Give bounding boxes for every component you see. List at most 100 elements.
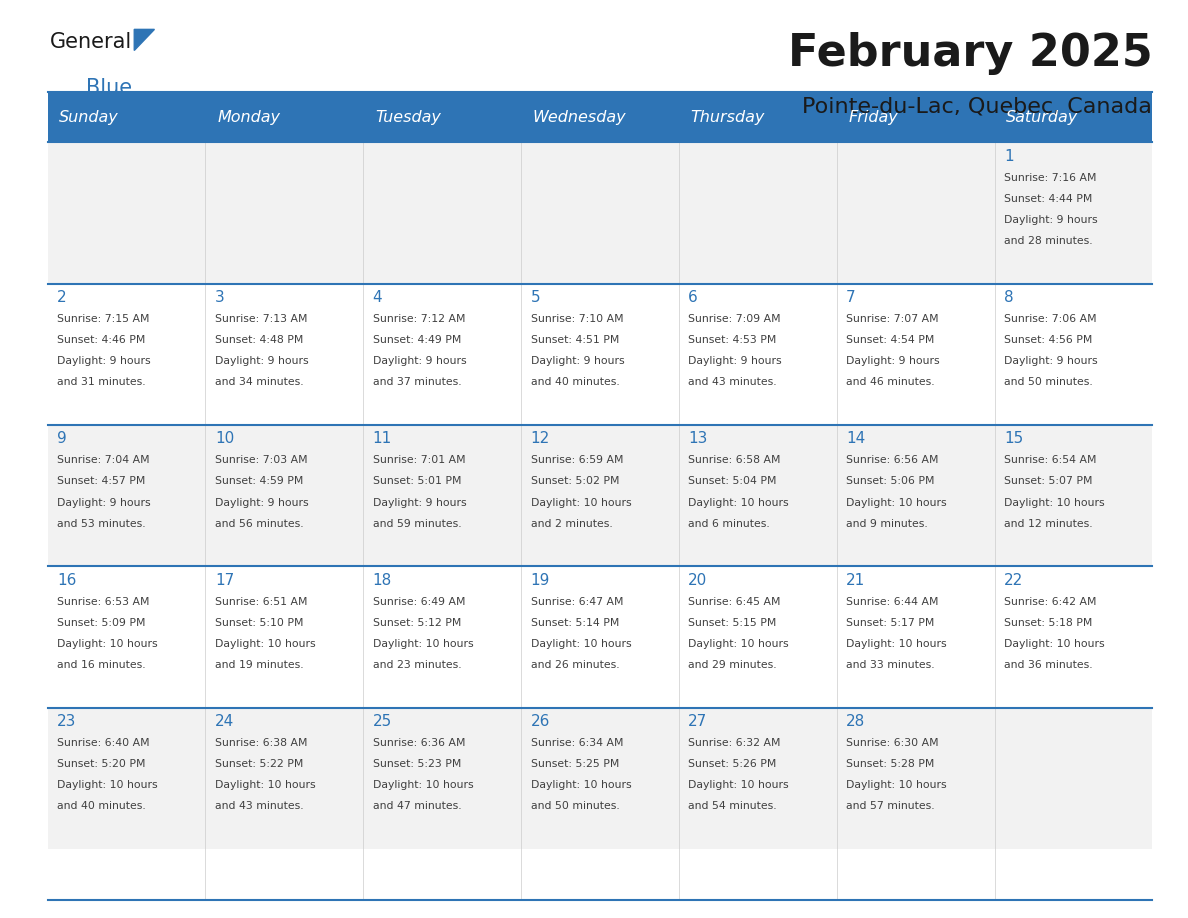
Bar xyxy=(678,92,836,142)
Text: Daylight: 10 hours: Daylight: 10 hours xyxy=(846,498,947,508)
Text: and 31 minutes.: and 31 minutes. xyxy=(57,377,146,387)
Text: Sunset: 5:23 PM: Sunset: 5:23 PM xyxy=(373,759,461,769)
Text: and 16 minutes.: and 16 minutes. xyxy=(57,660,146,670)
Text: Sunrise: 6:30 AM: Sunrise: 6:30 AM xyxy=(846,738,939,748)
Text: 16: 16 xyxy=(57,573,76,588)
Text: Daylight: 10 hours: Daylight: 10 hours xyxy=(846,780,947,790)
Text: 8: 8 xyxy=(1004,290,1013,305)
Text: and 33 minutes.: and 33 minutes. xyxy=(846,660,935,670)
Text: Sunrise: 7:10 AM: Sunrise: 7:10 AM xyxy=(531,314,624,324)
Text: 19: 19 xyxy=(531,573,550,588)
Text: Sunset: 4:59 PM: Sunset: 4:59 PM xyxy=(215,476,303,487)
Text: and 57 minutes.: and 57 minutes. xyxy=(846,801,935,812)
Text: and 59 minutes.: and 59 minutes. xyxy=(373,519,461,529)
Text: Sunrise: 6:42 AM: Sunrise: 6:42 AM xyxy=(1004,597,1097,607)
Text: Daylight: 10 hours: Daylight: 10 hours xyxy=(531,498,631,508)
Text: Daylight: 9 hours: Daylight: 9 hours xyxy=(531,356,624,366)
Text: Sunset: 4:49 PM: Sunset: 4:49 PM xyxy=(373,335,461,345)
Text: 9: 9 xyxy=(57,431,67,446)
Text: and 37 minutes.: and 37 minutes. xyxy=(373,377,461,387)
Text: Sunset: 5:17 PM: Sunset: 5:17 PM xyxy=(846,618,935,628)
Polygon shape xyxy=(134,29,154,50)
Text: Sunset: 5:07 PM: Sunset: 5:07 PM xyxy=(1004,476,1093,487)
Text: Sunset: 4:53 PM: Sunset: 4:53 PM xyxy=(688,335,777,345)
Text: Daylight: 9 hours: Daylight: 9 hours xyxy=(1004,356,1098,366)
Text: and 46 minutes.: and 46 minutes. xyxy=(846,377,935,387)
Text: Friday: Friday xyxy=(848,109,898,125)
Text: 18: 18 xyxy=(373,573,392,588)
Text: Sunset: 5:28 PM: Sunset: 5:28 PM xyxy=(846,759,935,769)
Text: Sunrise: 7:01 AM: Sunrise: 7:01 AM xyxy=(373,455,466,465)
Text: February 2025: February 2025 xyxy=(788,32,1152,75)
Bar xyxy=(994,92,1152,142)
Text: 15: 15 xyxy=(1004,431,1023,446)
Bar xyxy=(48,425,1152,566)
Bar xyxy=(48,92,206,142)
Text: Daylight: 9 hours: Daylight: 9 hours xyxy=(373,498,467,508)
Text: Sunset: 4:46 PM: Sunset: 4:46 PM xyxy=(57,335,145,345)
Text: 10: 10 xyxy=(215,431,234,446)
Text: 27: 27 xyxy=(688,714,708,729)
Text: and 9 minutes.: and 9 minutes. xyxy=(846,519,928,529)
Bar xyxy=(206,92,364,142)
Bar xyxy=(48,566,1152,708)
Text: Sunrise: 6:45 AM: Sunrise: 6:45 AM xyxy=(688,597,781,607)
Bar xyxy=(522,92,678,142)
Bar xyxy=(48,142,1152,284)
Text: 6: 6 xyxy=(688,290,699,305)
Text: Daylight: 10 hours: Daylight: 10 hours xyxy=(688,639,789,649)
Text: Daylight: 9 hours: Daylight: 9 hours xyxy=(846,356,940,366)
Text: 22: 22 xyxy=(1004,573,1023,588)
Text: Sunrise: 7:16 AM: Sunrise: 7:16 AM xyxy=(1004,173,1097,183)
Text: Sunrise: 6:51 AM: Sunrise: 6:51 AM xyxy=(215,597,308,607)
Text: Sunrise: 6:59 AM: Sunrise: 6:59 AM xyxy=(531,455,623,465)
Text: 4: 4 xyxy=(373,290,383,305)
Text: Sunrise: 6:53 AM: Sunrise: 6:53 AM xyxy=(57,597,150,607)
Text: Daylight: 9 hours: Daylight: 9 hours xyxy=(215,356,309,366)
Text: and 28 minutes.: and 28 minutes. xyxy=(1004,236,1093,246)
Text: General: General xyxy=(50,32,132,52)
Text: Daylight: 9 hours: Daylight: 9 hours xyxy=(373,356,467,366)
Bar xyxy=(364,92,522,142)
Text: Sunrise: 7:15 AM: Sunrise: 7:15 AM xyxy=(57,314,150,324)
Text: 12: 12 xyxy=(531,431,550,446)
Text: Sunset: 4:56 PM: Sunset: 4:56 PM xyxy=(1004,335,1093,345)
Text: Thursday: Thursday xyxy=(690,109,765,125)
Text: Sunset: 5:02 PM: Sunset: 5:02 PM xyxy=(531,476,619,487)
Text: Sunrise: 7:13 AM: Sunrise: 7:13 AM xyxy=(215,314,308,324)
Text: Daylight: 10 hours: Daylight: 10 hours xyxy=(531,780,631,790)
Text: Daylight: 10 hours: Daylight: 10 hours xyxy=(1004,639,1105,649)
Text: Sunset: 5:18 PM: Sunset: 5:18 PM xyxy=(1004,618,1093,628)
Text: Sunrise: 6:58 AM: Sunrise: 6:58 AM xyxy=(688,455,781,465)
Text: 28: 28 xyxy=(846,714,865,729)
Text: and 23 minutes.: and 23 minutes. xyxy=(373,660,461,670)
Text: and 26 minutes.: and 26 minutes. xyxy=(531,660,619,670)
Text: Sunset: 5:20 PM: Sunset: 5:20 PM xyxy=(57,759,145,769)
Text: and 50 minutes.: and 50 minutes. xyxy=(531,801,619,812)
Text: Daylight: 10 hours: Daylight: 10 hours xyxy=(57,780,158,790)
Text: 14: 14 xyxy=(846,431,865,446)
Text: Sunset: 5:26 PM: Sunset: 5:26 PM xyxy=(688,759,777,769)
Text: Pointe-du-Lac, Quebec, Canada: Pointe-du-Lac, Quebec, Canada xyxy=(802,96,1152,117)
Text: 23: 23 xyxy=(57,714,76,729)
Text: Daylight: 10 hours: Daylight: 10 hours xyxy=(373,780,473,790)
Text: and 50 minutes.: and 50 minutes. xyxy=(1004,377,1093,387)
Text: Sunset: 5:25 PM: Sunset: 5:25 PM xyxy=(531,759,619,769)
Text: 25: 25 xyxy=(373,714,392,729)
Text: and 34 minutes.: and 34 minutes. xyxy=(215,377,303,387)
Bar xyxy=(48,284,1152,425)
Text: Sunset: 4:54 PM: Sunset: 4:54 PM xyxy=(846,335,935,345)
Text: Sunrise: 6:56 AM: Sunrise: 6:56 AM xyxy=(846,455,939,465)
Text: Sunday: Sunday xyxy=(59,109,119,125)
Text: and 53 minutes.: and 53 minutes. xyxy=(57,519,146,529)
Text: Sunset: 4:57 PM: Sunset: 4:57 PM xyxy=(57,476,145,487)
Text: and 6 minutes.: and 6 minutes. xyxy=(688,519,770,529)
Text: Sunset: 5:06 PM: Sunset: 5:06 PM xyxy=(846,476,935,487)
Text: Sunrise: 7:03 AM: Sunrise: 7:03 AM xyxy=(215,455,308,465)
Text: Sunrise: 6:34 AM: Sunrise: 6:34 AM xyxy=(531,738,623,748)
Text: Daylight: 9 hours: Daylight: 9 hours xyxy=(57,498,151,508)
Text: Daylight: 10 hours: Daylight: 10 hours xyxy=(1004,498,1105,508)
Text: and 43 minutes.: and 43 minutes. xyxy=(688,377,777,387)
Text: Sunrise: 6:47 AM: Sunrise: 6:47 AM xyxy=(531,597,623,607)
Text: Sunrise: 6:40 AM: Sunrise: 6:40 AM xyxy=(57,738,150,748)
